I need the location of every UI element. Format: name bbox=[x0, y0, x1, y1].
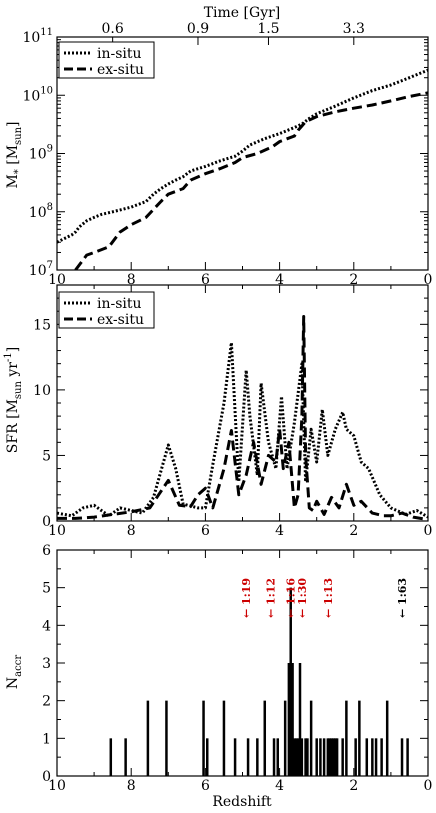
x-tick-label: 4 bbox=[275, 272, 284, 288]
y-tick-label: 2 bbox=[42, 694, 51, 710]
merger-annotation: ← 1:19 bbox=[240, 578, 253, 618]
y-tick-label: 1011 bbox=[22, 27, 53, 46]
top-axis-label: Time [Gyr] bbox=[204, 5, 281, 21]
series-line-in-situ bbox=[57, 341, 428, 519]
top-axis-tick-label: 0.6 bbox=[102, 21, 124, 37]
x-tick-label: 2 bbox=[349, 523, 358, 539]
legend-label: ex-situ bbox=[97, 312, 144, 328]
top-axis-tick-label: 1.5 bbox=[257, 21, 279, 37]
merger-annotation: ← 1:63 bbox=[396, 578, 409, 618]
top-axis-tick-label: 0.9 bbox=[187, 21, 209, 37]
y-tick-label: 1010 bbox=[22, 85, 53, 104]
x-tick-label: 8 bbox=[127, 523, 136, 539]
x-tick-label: 2 bbox=[349, 778, 358, 794]
series-line-ex-situ bbox=[57, 315, 428, 521]
y-axis-label: SFR [Msun yr-1] bbox=[3, 347, 24, 453]
y-tick-label: 6 bbox=[42, 543, 51, 559]
x-tick-label: 0 bbox=[424, 778, 433, 794]
x-tick-label: 2 bbox=[349, 272, 358, 288]
y-tick-label: 10 bbox=[33, 383, 51, 399]
legend-label: ex-situ bbox=[97, 62, 144, 78]
legend-box bbox=[58, 41, 155, 79]
y-axis-label: Naccr bbox=[5, 655, 24, 689]
y-tick-label: 5 bbox=[42, 448, 51, 464]
series-line-ex-situ bbox=[74, 91, 428, 270]
legend-box bbox=[58, 291, 155, 329]
x-tick-label: 0 bbox=[424, 272, 433, 288]
legend-label: in-situ bbox=[97, 46, 142, 62]
x-tick-label: 8 bbox=[127, 272, 136, 288]
y-tick-label: 3 bbox=[42, 656, 51, 672]
x-tick-label: 4 bbox=[275, 778, 284, 794]
x-tick-label: 0 bbox=[424, 523, 433, 539]
y-tick-label: 107 bbox=[29, 260, 53, 279]
y-tick-label: 1 bbox=[42, 731, 51, 747]
y-tick-label: 108 bbox=[29, 202, 53, 221]
y-tick-label: 5 bbox=[42, 581, 51, 597]
merger-annotation: ← 1:30 bbox=[296, 578, 309, 618]
x-tick-label: 6 bbox=[201, 523, 210, 539]
y-tick-label: 0 bbox=[42, 769, 51, 785]
x-tick-label: 4 bbox=[275, 523, 284, 539]
x-tick-label: 10 bbox=[48, 272, 66, 288]
y-tick-label: 0 bbox=[42, 514, 51, 530]
x-tick-label: 6 bbox=[201, 272, 210, 288]
x-tick-label: 10 bbox=[48, 523, 66, 539]
y-tick-label: 4 bbox=[42, 618, 51, 634]
y-axis-label: M* [Msun] bbox=[5, 121, 24, 188]
y-tick-label: 15 bbox=[33, 317, 51, 333]
y-tick-label: 109 bbox=[29, 144, 53, 163]
x-tick-label: 6 bbox=[201, 778, 210, 794]
merger-annotation: ← 1:16 bbox=[285, 578, 298, 618]
merger-annotation: ← 1:12 bbox=[264, 578, 277, 618]
x-tick-label: 8 bbox=[127, 778, 136, 794]
x-tick-label: 10 bbox=[48, 778, 66, 794]
top-axis-tick-label: 3.3 bbox=[343, 21, 365, 37]
legend-label: in-situ bbox=[97, 296, 142, 312]
series-line-in-situ bbox=[57, 68, 428, 244]
merger-annotation: ← 1:13 bbox=[322, 578, 335, 618]
x-axis-label: Redshift bbox=[212, 794, 272, 810]
